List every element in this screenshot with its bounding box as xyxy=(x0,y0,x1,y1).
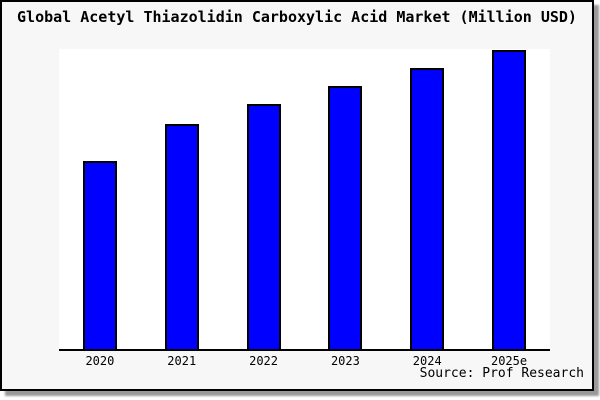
bar-slot-2025e xyxy=(468,49,550,349)
bar-2023 xyxy=(328,86,363,349)
x-tick-2023: 2023 xyxy=(330,354,360,368)
source-note: Source: Prof Research xyxy=(419,366,584,381)
bar-slot-2024 xyxy=(386,49,468,349)
bars-row xyxy=(59,49,550,349)
bar-2024 xyxy=(410,68,445,349)
bar-2021 xyxy=(164,124,199,349)
x-tick-2021: 2021 xyxy=(167,354,197,368)
bar-slot-2021 xyxy=(141,49,223,349)
chart-frame: Global Acetyl Thiazolidin Carboxylic Aci… xyxy=(0,0,594,391)
x-axis-ticks: 2020 2021 2022 2023 2024 2025e xyxy=(59,354,550,368)
bar-2025e xyxy=(492,50,527,349)
bar-slot-2023 xyxy=(304,49,386,349)
x-tick-2025e: 2025e xyxy=(490,354,528,368)
bar-slot-2022 xyxy=(223,49,305,349)
bar-2022 xyxy=(246,104,281,349)
x-tick-2020: 2020 xyxy=(85,354,115,368)
chart-title: Global Acetyl Thiazolidin Carboxylic Aci… xyxy=(17,8,577,26)
plot-area xyxy=(59,49,550,351)
x-tick-2022: 2022 xyxy=(249,354,279,368)
x-tick-2024: 2024 xyxy=(412,354,442,368)
bar-slot-2020 xyxy=(59,49,141,349)
bar-2020 xyxy=(82,161,117,349)
